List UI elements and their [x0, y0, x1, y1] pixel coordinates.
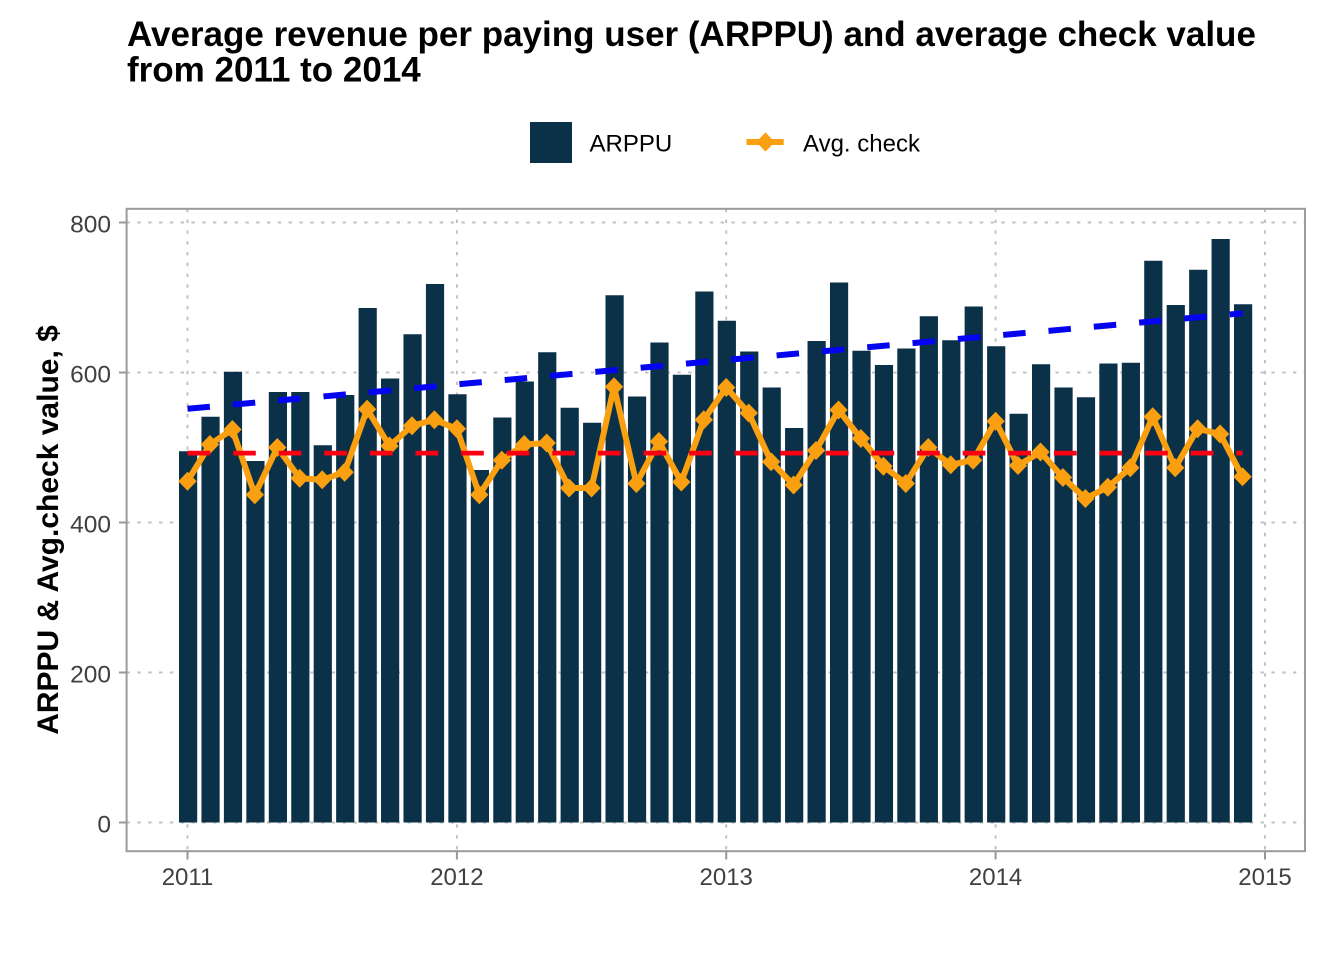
- svg-text:Average revenue per paying use: Average revenue per paying user (ARPPU) …: [127, 15, 1256, 54]
- svg-text:800: 800: [70, 212, 111, 239]
- svg-text:2013: 2013: [700, 864, 753, 891]
- svg-text:2015: 2015: [1238, 864, 1291, 891]
- svg-text:ARPPU: ARPPU: [590, 131, 673, 158]
- svg-text:2014: 2014: [969, 864, 1022, 891]
- svg-text:600: 600: [70, 362, 111, 389]
- svg-text:200: 200: [70, 662, 111, 689]
- svg-text:Avg. check: Avg. check: [803, 131, 921, 158]
- svg-text:2012: 2012: [430, 864, 483, 891]
- svg-text:0: 0: [97, 812, 111, 839]
- svg-text:from 2011 to 2014: from 2011 to 2014: [127, 51, 421, 90]
- svg-text:ARPPU & Avg.check value, $: ARPPU & Avg.check value, $: [32, 325, 65, 735]
- svg-text:400: 400: [70, 512, 111, 539]
- svg-text:2011: 2011: [162, 864, 214, 891]
